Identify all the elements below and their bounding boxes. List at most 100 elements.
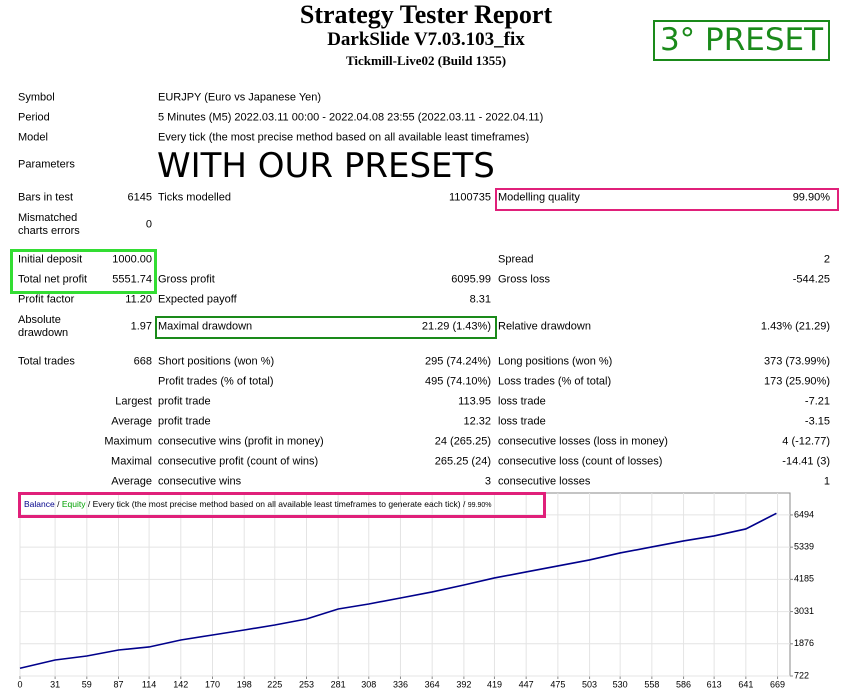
- y-tick-label: 6494: [794, 509, 814, 519]
- preset-box: [653, 20, 830, 61]
- presets-note: WITH OUR PRESETS: [157, 146, 495, 186]
- x-tick-label: 170: [205, 679, 220, 689]
- y-tick-label: 5339: [794, 542, 814, 552]
- x-tick-label: 87: [114, 679, 124, 689]
- row-value: 1000.00: [112, 253, 152, 266]
- x-tick-label: 198: [237, 679, 252, 689]
- x-tick-label: 281: [331, 679, 346, 689]
- row-value: Average: [111, 415, 152, 428]
- x-tick-label: 475: [550, 679, 565, 689]
- row-value: 1100735: [448, 191, 491, 204]
- row-label: Parameters: [18, 158, 75, 171]
- highlight: [155, 316, 497, 339]
- x-tick-label: 586: [676, 679, 691, 689]
- row-value: -3.15: [804, 415, 830, 428]
- row-value: 24 (265.25): [434, 435, 491, 448]
- row-label: Long positions (won %): [498, 355, 613, 368]
- row-label: consecutive profit (count of wins): [158, 455, 319, 468]
- row-value: -7.21: [804, 395, 830, 408]
- row-value: 4 (-12.77): [782, 435, 830, 448]
- x-tick-label: 419: [487, 679, 502, 689]
- row-label: EURJPY (Euro vs Japanese Yen): [158, 91, 322, 104]
- row-label: loss trade: [498, 415, 546, 428]
- row-value: -14.41 (3): [782, 455, 830, 468]
- row-value: 1.43% (21.29): [760, 320, 830, 333]
- server: Tickmill-Live02 (Build 1355): [345, 53, 507, 68]
- x-tick-label: 253: [299, 679, 314, 689]
- row-label: consecutive losses: [498, 475, 591, 488]
- row-value: 99.90%: [792, 191, 830, 204]
- row-value: 0: [145, 218, 152, 231]
- row-value: 373 (73.99%): [763, 355, 830, 368]
- row-label: profit trade: [158, 395, 211, 408]
- x-tick-label: 59: [82, 679, 92, 689]
- row-label: Total trades: [18, 355, 75, 368]
- title: Strategy Tester Report: [299, 0, 553, 29]
- row-label: Period: [18, 111, 50, 124]
- row-value: 21.29 (1.43%): [421, 320, 491, 333]
- legend-entry: Equity: [61, 499, 86, 509]
- row-value: 1: [823, 475, 830, 488]
- row-label: Total net profit: [18, 273, 88, 286]
- row-label: profit trade: [158, 415, 211, 428]
- row-label: Symbol: [18, 91, 55, 104]
- row-value: -544.25: [792, 273, 830, 286]
- row-value: 1.97: [130, 320, 152, 333]
- chart-legend: Balance / Equity / Every tick (the most …: [24, 499, 492, 509]
- x-tick-label: 530: [613, 679, 628, 689]
- highlight: [495, 188, 839, 211]
- row-value: 173 (25.90%): [763, 375, 830, 388]
- row-value: Largest: [115, 395, 152, 408]
- x-tick-label: 641: [738, 679, 753, 689]
- y-tick-label: 3031: [794, 606, 814, 616]
- row-value: 6145: [127, 191, 152, 204]
- x-tick-label: 613: [707, 679, 722, 689]
- subtitle: DarkSlide V7.03.103_fix: [327, 29, 525, 50]
- row-value: Average: [111, 475, 152, 488]
- highlight: [10, 249, 157, 294]
- row-label: Bars in test: [18, 191, 74, 204]
- highlight: [18, 492, 546, 518]
- row-label: Gross loss: [498, 273, 550, 286]
- row-label: Short positions (won %): [158, 355, 275, 368]
- row-value: Maximal: [111, 455, 152, 468]
- x-tick-label: 447: [519, 679, 534, 689]
- row-label: Ticks modelled: [158, 191, 231, 204]
- x-tick-label: 392: [456, 679, 471, 689]
- legend-separator: /: [463, 499, 466, 509]
- y-tick-label: 4185: [794, 574, 814, 584]
- x-tick-label: 336: [393, 679, 408, 689]
- row-label: Modelling quality: [498, 191, 580, 204]
- row-label: Absolute drawdown: [18, 314, 69, 339]
- preset-label: 3° PRESET: [659, 22, 824, 58]
- row-label: Gross profit: [158, 273, 215, 286]
- row-value: 113.95: [458, 395, 491, 408]
- row-value: 2: [823, 253, 830, 266]
- x-tick-label: 142: [173, 679, 188, 689]
- row-label: Profit factor: [18, 293, 75, 306]
- row-value: Maximum: [104, 435, 152, 448]
- row-value: 295 (74.24%): [424, 355, 491, 368]
- x-tick-label: 225: [267, 679, 282, 689]
- legend-quality: 99.90%: [467, 502, 492, 509]
- row-label: Initial deposit: [18, 253, 83, 266]
- x-tick-label: 669: [770, 679, 785, 689]
- row-label: Expected payoff: [158, 293, 237, 306]
- row-label: Relative drawdown: [498, 320, 591, 333]
- legend-separator: /: [57, 499, 60, 509]
- row-label: Model: [18, 131, 48, 144]
- plot-area: [19, 492, 791, 677]
- row-value: 11.20: [125, 293, 152, 306]
- row-label: loss trade: [498, 395, 546, 408]
- row-value: 5551.74: [112, 273, 152, 286]
- legend-entry: Balance: [24, 499, 55, 509]
- row-label: Profit trades (% of total): [158, 375, 274, 388]
- x-tick-label: 364: [425, 679, 440, 689]
- row-label: 5 Minutes (M5) 2022.03.11 00:00 - 2022.0…: [158, 111, 544, 124]
- row-label: consecutive loss (count of losses): [498, 455, 663, 468]
- row-label: consecutive wins (profit in money): [158, 435, 324, 448]
- row-label: Mismatched charts errors: [18, 212, 80, 237]
- legend-note: Every tick (the most precise method base…: [92, 499, 461, 509]
